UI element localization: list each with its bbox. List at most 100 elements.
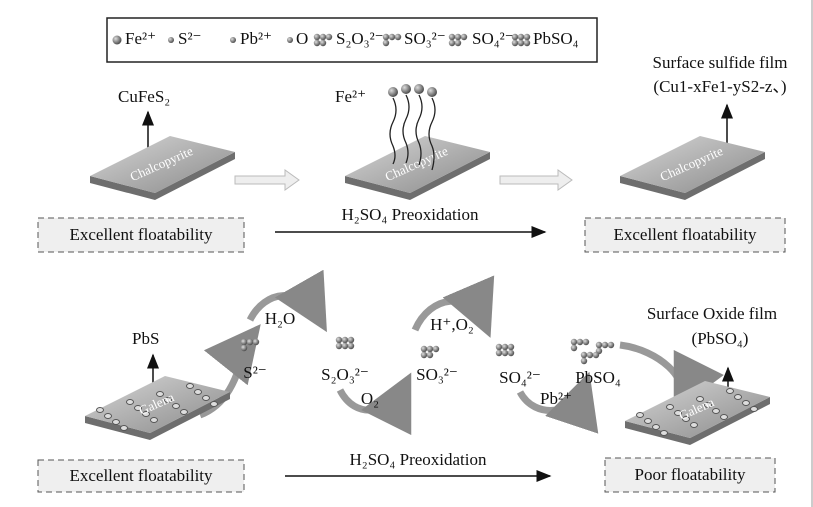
bump <box>712 408 720 414</box>
step: Pb²⁺ <box>540 389 572 408</box>
bump <box>112 419 120 425</box>
species: PbSO₄ <box>575 368 621 387</box>
ball <box>570 338 578 346</box>
ball <box>388 33 396 41</box>
ball <box>576 338 584 346</box>
bump <box>96 407 104 413</box>
ball <box>511 39 519 47</box>
ball <box>580 351 588 359</box>
ball <box>335 336 343 344</box>
step: O₂ <box>361 389 379 408</box>
bump <box>186 383 194 389</box>
wavy-line <box>415 94 423 166</box>
ball <box>586 351 594 359</box>
ball <box>401 84 411 94</box>
ball <box>595 341 603 349</box>
result: Excellent floatability <box>613 225 757 244</box>
bump <box>126 399 134 405</box>
ball <box>112 35 122 45</box>
ball <box>335 342 343 350</box>
bump <box>120 425 128 431</box>
ball <box>230 37 236 43</box>
curved-arrow <box>246 269 327 333</box>
curved-arrow <box>411 275 495 338</box>
ball <box>507 349 515 357</box>
result-box <box>37 459 245 493</box>
plate <box>625 381 770 438</box>
result: Excellent floatability <box>69 466 213 485</box>
result-box <box>584 217 786 253</box>
bump <box>682 416 690 422</box>
ball <box>319 39 327 47</box>
plate <box>85 376 230 433</box>
ball <box>454 39 462 47</box>
film-formula: (Cu1-xFe1-yS2-z、) <box>653 77 786 96</box>
step: H₂O <box>265 309 295 328</box>
bump <box>134 405 142 411</box>
reactant: PbS <box>132 329 159 348</box>
bump <box>674 410 682 416</box>
result: Poor floatability <box>635 465 746 484</box>
plate-side <box>90 152 235 200</box>
bump <box>726 388 734 394</box>
bump <box>150 417 158 423</box>
ball <box>427 87 437 97</box>
legend-label: Pb²⁺ <box>240 29 272 48</box>
bump <box>666 404 674 410</box>
bump <box>180 409 188 415</box>
bump <box>734 394 742 400</box>
ball <box>347 336 355 344</box>
bump <box>696 396 704 402</box>
ball <box>582 338 590 346</box>
process: H₂SO₄ Preoxidation <box>342 205 479 224</box>
ball <box>432 345 440 353</box>
ball <box>168 37 174 43</box>
ball <box>507 343 515 351</box>
species: S₂O₃²⁻ <box>321 365 369 384</box>
legend-label: SO₄²⁻ <box>472 29 514 48</box>
ball <box>523 33 531 41</box>
ball <box>495 349 503 357</box>
ball <box>382 33 390 41</box>
species: SO₄²⁻ <box>499 368 541 387</box>
result-box <box>37 217 245 253</box>
wavy-line <box>402 94 410 164</box>
ball <box>388 87 398 97</box>
curved-arrow <box>336 372 412 436</box>
ball <box>313 33 321 41</box>
ball <box>523 39 531 47</box>
curved-arrow <box>619 341 724 413</box>
ball <box>325 33 333 41</box>
bump <box>202 395 210 401</box>
ball <box>420 345 428 353</box>
ball <box>570 344 578 352</box>
legend-label: S₂O₃²⁻ <box>336 29 384 48</box>
bump <box>156 391 164 397</box>
film-title: Surface Oxide film <box>647 304 777 323</box>
ball <box>495 343 503 351</box>
ball <box>448 39 456 47</box>
film-formula: (PbSO₄) <box>692 329 749 348</box>
plate <box>345 136 490 193</box>
bump <box>742 400 750 406</box>
bump <box>720 414 728 420</box>
ball <box>414 84 424 94</box>
ball <box>580 357 588 365</box>
species: SO₃²⁻ <box>416 365 458 384</box>
legend-label: S²⁻ <box>178 29 202 48</box>
bump <box>164 397 172 403</box>
hollow-arrow <box>499 169 573 191</box>
step: H⁺,O₂ <box>430 315 474 334</box>
ball <box>426 345 434 353</box>
ball <box>240 338 248 346</box>
ball <box>347 342 355 350</box>
plate-side <box>620 152 765 200</box>
ball <box>240 344 248 352</box>
ball <box>420 351 428 359</box>
bump <box>172 403 180 409</box>
bump <box>104 413 112 419</box>
hollow-arrow <box>234 169 300 191</box>
plate <box>620 136 765 193</box>
ball <box>319 33 327 41</box>
